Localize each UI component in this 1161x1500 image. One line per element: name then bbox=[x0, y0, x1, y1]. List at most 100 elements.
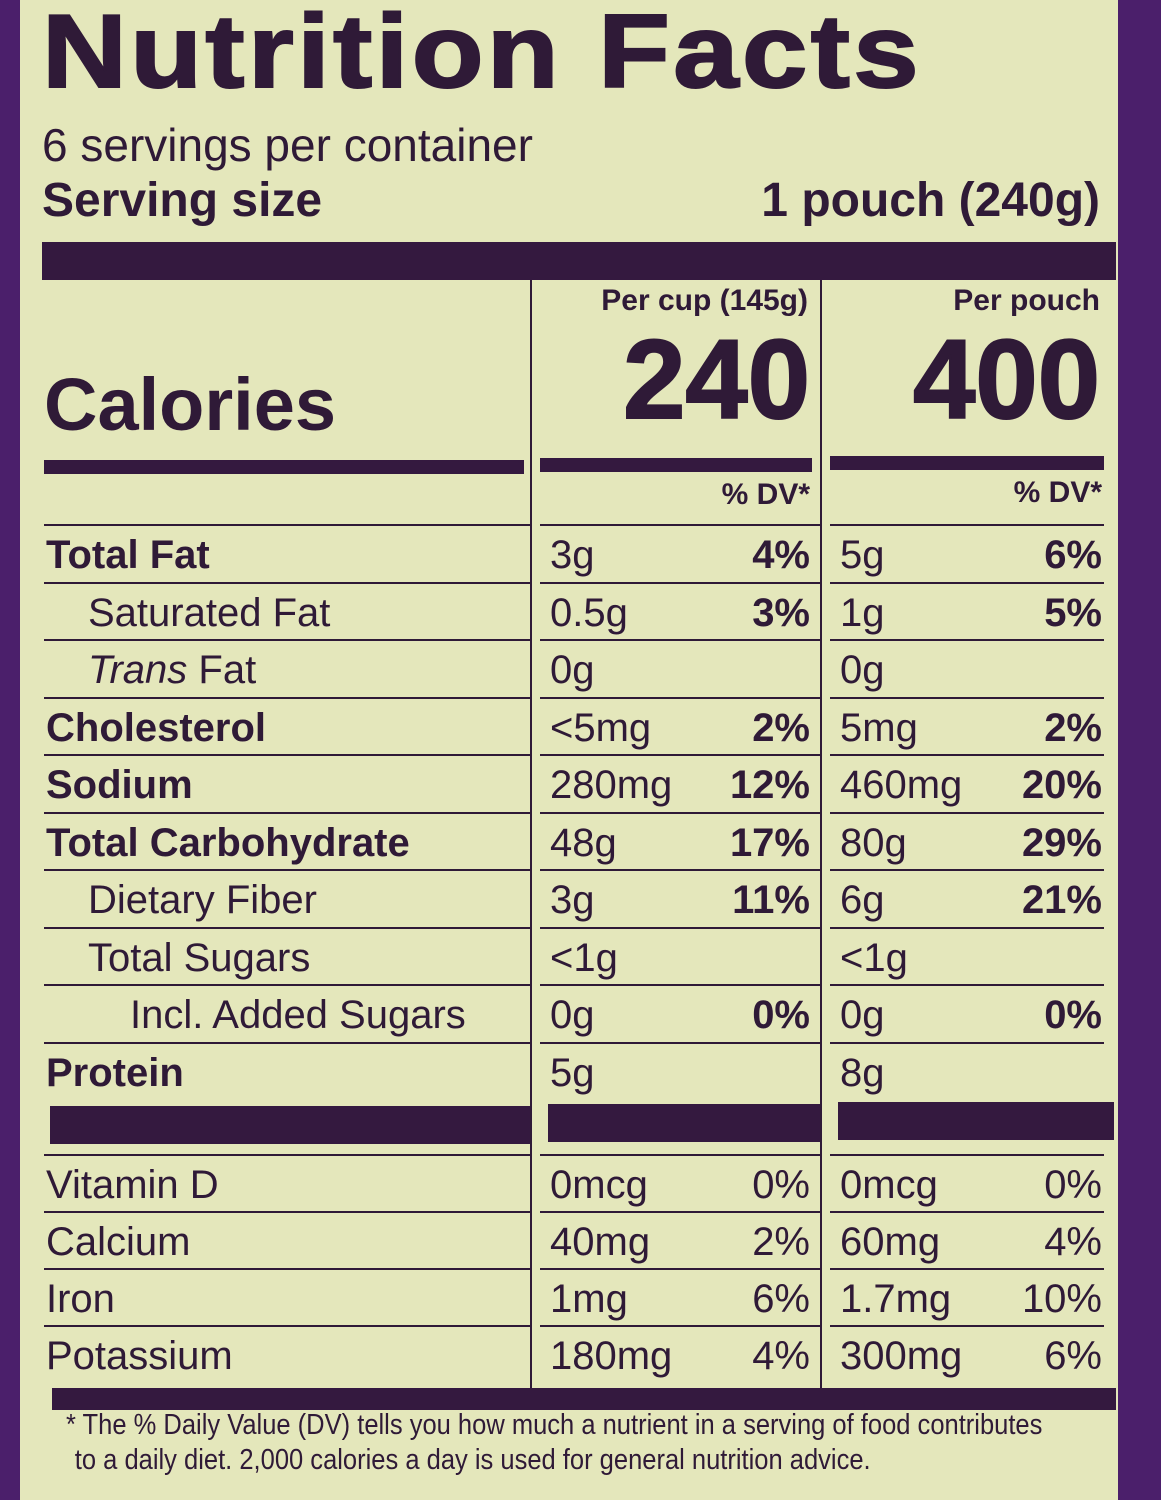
row-divider bbox=[540, 984, 820, 986]
bottom-divider bbox=[52, 1388, 1116, 1410]
row-divider bbox=[44, 1154, 530, 1156]
nutrient-name: Cholesterol bbox=[46, 705, 267, 750]
row-divider bbox=[830, 524, 1104, 526]
nutrient-amount: 280mg bbox=[550, 763, 673, 807]
row-divider bbox=[540, 754, 820, 756]
footnote-line: to a daily diet. 2,000 calories a day is… bbox=[74, 1444, 871, 1476]
column-divider bbox=[820, 280, 822, 1388]
medium-divider bbox=[830, 456, 1104, 470]
row-divider bbox=[540, 524, 820, 526]
vitamin-name: Iron bbox=[46, 1277, 115, 1321]
row-divider bbox=[540, 869, 820, 871]
row-divider bbox=[540, 1211, 820, 1213]
percent-daily-value: 6% bbox=[752, 1277, 810, 1321]
nutrient-name-suffix: Fat bbox=[187, 648, 257, 692]
column-header-per-cup: Per cup (145g) bbox=[601, 284, 808, 317]
row-divider bbox=[830, 639, 1104, 641]
percent-daily-value: 4% bbox=[752, 533, 810, 577]
row-divider bbox=[830, 1325, 1104, 1327]
nutrient-name: Dietary Fiber bbox=[88, 878, 317, 922]
nutrient-amount: 460mg bbox=[840, 763, 963, 807]
nutrient-name: Total Sugars bbox=[88, 935, 311, 980]
percent-daily-value: 21% bbox=[1021, 878, 1102, 922]
vitamin-name: Calcium bbox=[46, 1220, 191, 1264]
nutrient-amount: 3g bbox=[550, 878, 595, 922]
nutrient-name: Trans Fat bbox=[88, 645, 256, 695]
nutrient-amount: 8g bbox=[840, 1050, 885, 1095]
nutrient-amount: 0g bbox=[840, 648, 885, 692]
dv-header-per-cup: % DV* bbox=[721, 478, 810, 511]
percent-daily-value: 5% bbox=[1044, 590, 1102, 635]
nutrient-name-italic: Trans bbox=[88, 648, 188, 692]
nutrient-name: Total Fat bbox=[46, 533, 210, 577]
nutrient-name: Incl. Added Sugars bbox=[130, 993, 466, 1037]
nutrient-amount: <5mg bbox=[550, 705, 652, 750]
percent-daily-value: 0% bbox=[1044, 993, 1102, 1037]
nutrient-amount: 0g bbox=[840, 993, 885, 1037]
row-divider bbox=[44, 524, 530, 526]
row-divider bbox=[44, 1041, 530, 1044]
row-divider bbox=[540, 926, 820, 929]
nutrient-amount: 48g bbox=[550, 820, 617, 865]
nutrient-amount: 1g bbox=[840, 590, 885, 635]
percent-daily-value: 29% bbox=[1021, 820, 1102, 865]
serving-size: Serving size 1 pouch (240g) bbox=[42, 172, 1100, 230]
row-divider bbox=[540, 811, 820, 814]
nutrient-amount: 0g bbox=[550, 648, 595, 692]
row-divider bbox=[540, 581, 820, 584]
row-divider bbox=[44, 811, 530, 814]
calories-label: Calories bbox=[44, 363, 337, 446]
percent-daily-value: 12% bbox=[729, 763, 810, 807]
thick-divider bbox=[42, 242, 1116, 280]
nutrient-amount: 1.7mg bbox=[840, 1277, 952, 1321]
row-divider bbox=[44, 1268, 530, 1270]
percent-daily-value: 17% bbox=[729, 820, 810, 865]
nutrient-amount: 6g bbox=[840, 878, 885, 922]
percent-daily-value: 2% bbox=[752, 1220, 810, 1264]
nutrient-amount: 0mcg bbox=[550, 1163, 648, 1207]
nutrient-amount: 5g bbox=[840, 533, 885, 577]
nutrient-amount: 60mg bbox=[840, 1220, 941, 1264]
percent-daily-value: 0% bbox=[1044, 1163, 1102, 1207]
row-divider bbox=[44, 869, 530, 871]
nutrient-name: Total Carbohydrate bbox=[46, 820, 410, 865]
percent-daily-value: 4% bbox=[752, 1334, 810, 1378]
thick-divider bbox=[548, 1104, 820, 1142]
row-divider bbox=[540, 639, 820, 641]
row-divider bbox=[44, 581, 530, 584]
row-divider bbox=[830, 581, 1104, 584]
row-divider bbox=[540, 696, 820, 699]
calories-per-cup: 240 bbox=[622, 317, 811, 442]
row-divider bbox=[540, 1268, 820, 1270]
nutrient-amount: 0mcg bbox=[840, 1163, 938, 1207]
servings-per-container: 6 servings per container bbox=[42, 119, 533, 171]
percent-daily-value: 6% bbox=[1044, 533, 1102, 577]
serving-size-label: Serving size bbox=[42, 174, 323, 227]
row-divider bbox=[44, 754, 530, 756]
serving-size-value: 1 pouch (240g) bbox=[761, 174, 1100, 227]
row-divider bbox=[830, 926, 1104, 929]
thick-divider bbox=[838, 1102, 1114, 1140]
row-divider bbox=[830, 1154, 1104, 1156]
percent-daily-value: 10% bbox=[1021, 1277, 1102, 1321]
nutrient-name: Saturated Fat bbox=[88, 590, 331, 635]
percent-daily-value: 4% bbox=[1044, 1220, 1102, 1264]
row-divider bbox=[44, 639, 530, 641]
nutrient-name: Protein bbox=[46, 1050, 184, 1095]
row-divider bbox=[830, 1268, 1104, 1270]
row-divider bbox=[830, 811, 1104, 814]
nutrient-amount: 180mg bbox=[550, 1334, 673, 1378]
nutrient-amount: 5g bbox=[550, 1050, 595, 1095]
vitamin-name: Potassium bbox=[46, 1334, 233, 1378]
percent-daily-value: 2% bbox=[1044, 705, 1102, 750]
row-divider bbox=[830, 1041, 1104, 1044]
percent-daily-value: 2% bbox=[752, 705, 810, 750]
label-title: Nutrition Facts bbox=[41, 0, 923, 111]
nutrient-amount: <1g bbox=[550, 935, 618, 980]
row-divider bbox=[44, 984, 530, 986]
row-divider bbox=[44, 926, 530, 929]
nutrient-amount: 300mg bbox=[840, 1334, 963, 1378]
percent-daily-value: 11% bbox=[732, 878, 810, 922]
nutrient-amount: 40mg bbox=[550, 1220, 651, 1264]
nutrient-name: Sodium bbox=[46, 763, 193, 807]
